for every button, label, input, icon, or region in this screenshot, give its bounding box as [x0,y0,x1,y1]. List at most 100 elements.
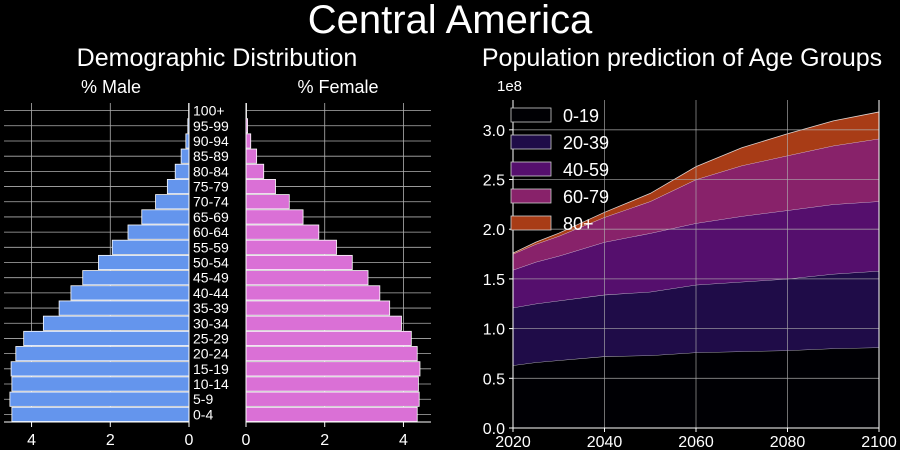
age-label-30-34: 30-34 [193,315,229,331]
bar-5-9 [245,391,420,407]
pyramid-title: Demographic Distribution [77,44,358,72]
bar-85-89 [245,148,258,164]
bar-45-49 [245,270,369,286]
legend-swatch-20-39 [510,134,552,150]
bar-35-39 [245,300,391,316]
y-tick-label: 1.0 [483,322,505,339]
y-tick-label: 1.5 [483,272,505,289]
y-multiplier: 1e8 [497,78,522,95]
age-label-10-14: 10-14 [193,376,229,392]
age-label-80-84: 80-84 [193,163,229,179]
age-group-labels: 0-45-910-1415-1920-2425-2930-3435-3940-4… [193,103,229,423]
x-tick-label: 4 [27,432,36,449]
age-label-100+: 100+ [193,103,225,119]
bar-60-64 [127,224,190,240]
bar-80-84 [174,163,190,179]
figure-title: Central America [308,0,593,42]
area-chart-title: Population prediction of Age Groups [482,44,882,72]
male-bar-chart: 4 2 0 [4,103,194,449]
female-axis-title: % Female [297,77,378,97]
legend-label-60-79: 60-79 [563,187,609,207]
age-label-60-64: 60-64 [193,224,229,240]
bar-15-19 [10,361,190,377]
x-tick-label: 0 [185,432,194,449]
age-label-70-74: 70-74 [193,194,229,210]
bar-80-84 [245,163,265,179]
age-label-15-19: 15-19 [193,361,229,377]
bar-0-4 [245,406,418,422]
bar-25-29 [245,330,412,346]
bar-70-74 [245,194,290,210]
x-tick-label: 2060 [678,434,714,450]
bar-30-34 [42,315,190,331]
legend-label-0-19: 0-19 [563,106,599,126]
male-axis-title: % Male [81,77,141,97]
y-tick-label: 2.0 [483,222,505,239]
legend-swatch-40-59 [510,161,552,177]
bar-10-14 [245,376,419,392]
age-label-65-69: 65-69 [193,209,229,225]
bar-50-54 [245,254,353,271]
age-label-75-79: 75-79 [193,179,229,195]
population-area-chart: 2020 2040 2060 2080 2100 0.0 0.5 1.0 1.5 2.0 2.5 3.… [483,100,897,450]
age-label-5-9: 5-9 [193,391,213,407]
y-tick-label: 2.5 [483,173,505,190]
y-tick-label: 3.0 [483,123,505,140]
bar-65-69 [141,209,190,225]
bar-25-29 [23,330,190,346]
age-label-45-49: 45-49 [193,270,229,286]
bar-50-54 [98,254,190,271]
bar-35-39 [58,300,190,316]
bar-40-44 [245,285,381,301]
bar-40-44 [70,285,190,301]
legend-label-20-39: 20-39 [563,133,609,153]
bar-85-89 [180,148,190,164]
age-label-35-39: 35-39 [193,300,229,316]
bar-75-79 [166,179,190,195]
age-label-0-4: 0-4 [193,406,213,422]
x-tick-label: 2020 [495,434,531,450]
x-tick-label: 2 [106,432,115,449]
y-tick-label: 0.5 [483,371,505,388]
bar-30-34 [245,315,402,331]
bar-15-19 [245,361,421,377]
age-label-20-24: 20-24 [193,346,229,362]
bar-10-14 [11,376,190,392]
x-tick-label: 2040 [587,434,623,450]
legend-label-80+: 80+ [563,214,594,234]
female-bar-chart: 0 2 4 [242,103,431,449]
bar-5-9 [9,391,190,407]
bar-0-4 [11,406,190,422]
bar-75-79 [245,179,276,195]
bar-20-24 [245,346,418,362]
age-label-50-54: 50-54 [193,255,229,271]
area-edge-80+ [512,111,880,254]
legend-swatch-80+ [510,215,552,231]
area-edge-60-79 [512,138,880,255]
age-label-55-59: 55-59 [193,239,229,255]
x-tick-label: 4 [399,432,408,449]
y-tick-label: 0.0 [483,421,505,438]
age-label-95-99: 95-99 [193,118,229,134]
bar-90-94 [245,133,252,149]
bar-70-74 [155,194,190,210]
x-tick-label: 2100 [861,434,897,450]
bar-65-69 [245,209,304,225]
bar-55-59 [245,239,337,255]
x-tick-label: 2080 [770,434,806,450]
bar-60-64 [245,224,320,240]
legend-swatch-0-19 [510,107,552,123]
legend-swatch-60-79 [510,188,552,204]
bar-20-24 [15,346,190,362]
age-label-85-89: 85-89 [193,148,229,164]
age-label-40-44: 40-44 [193,285,229,301]
age-label-90-94: 90-94 [193,133,229,149]
age-label-25-29: 25-29 [193,330,229,346]
x-tick-label: 0 [242,432,251,449]
legend: 0-19 20-39 40-59 60-79 80+ [510,106,609,234]
bar-45-49 [82,270,190,286]
x-tick-label: 2 [320,432,329,449]
bar-55-59 [111,239,190,255]
legend-label-40-59: 40-59 [563,160,609,180]
